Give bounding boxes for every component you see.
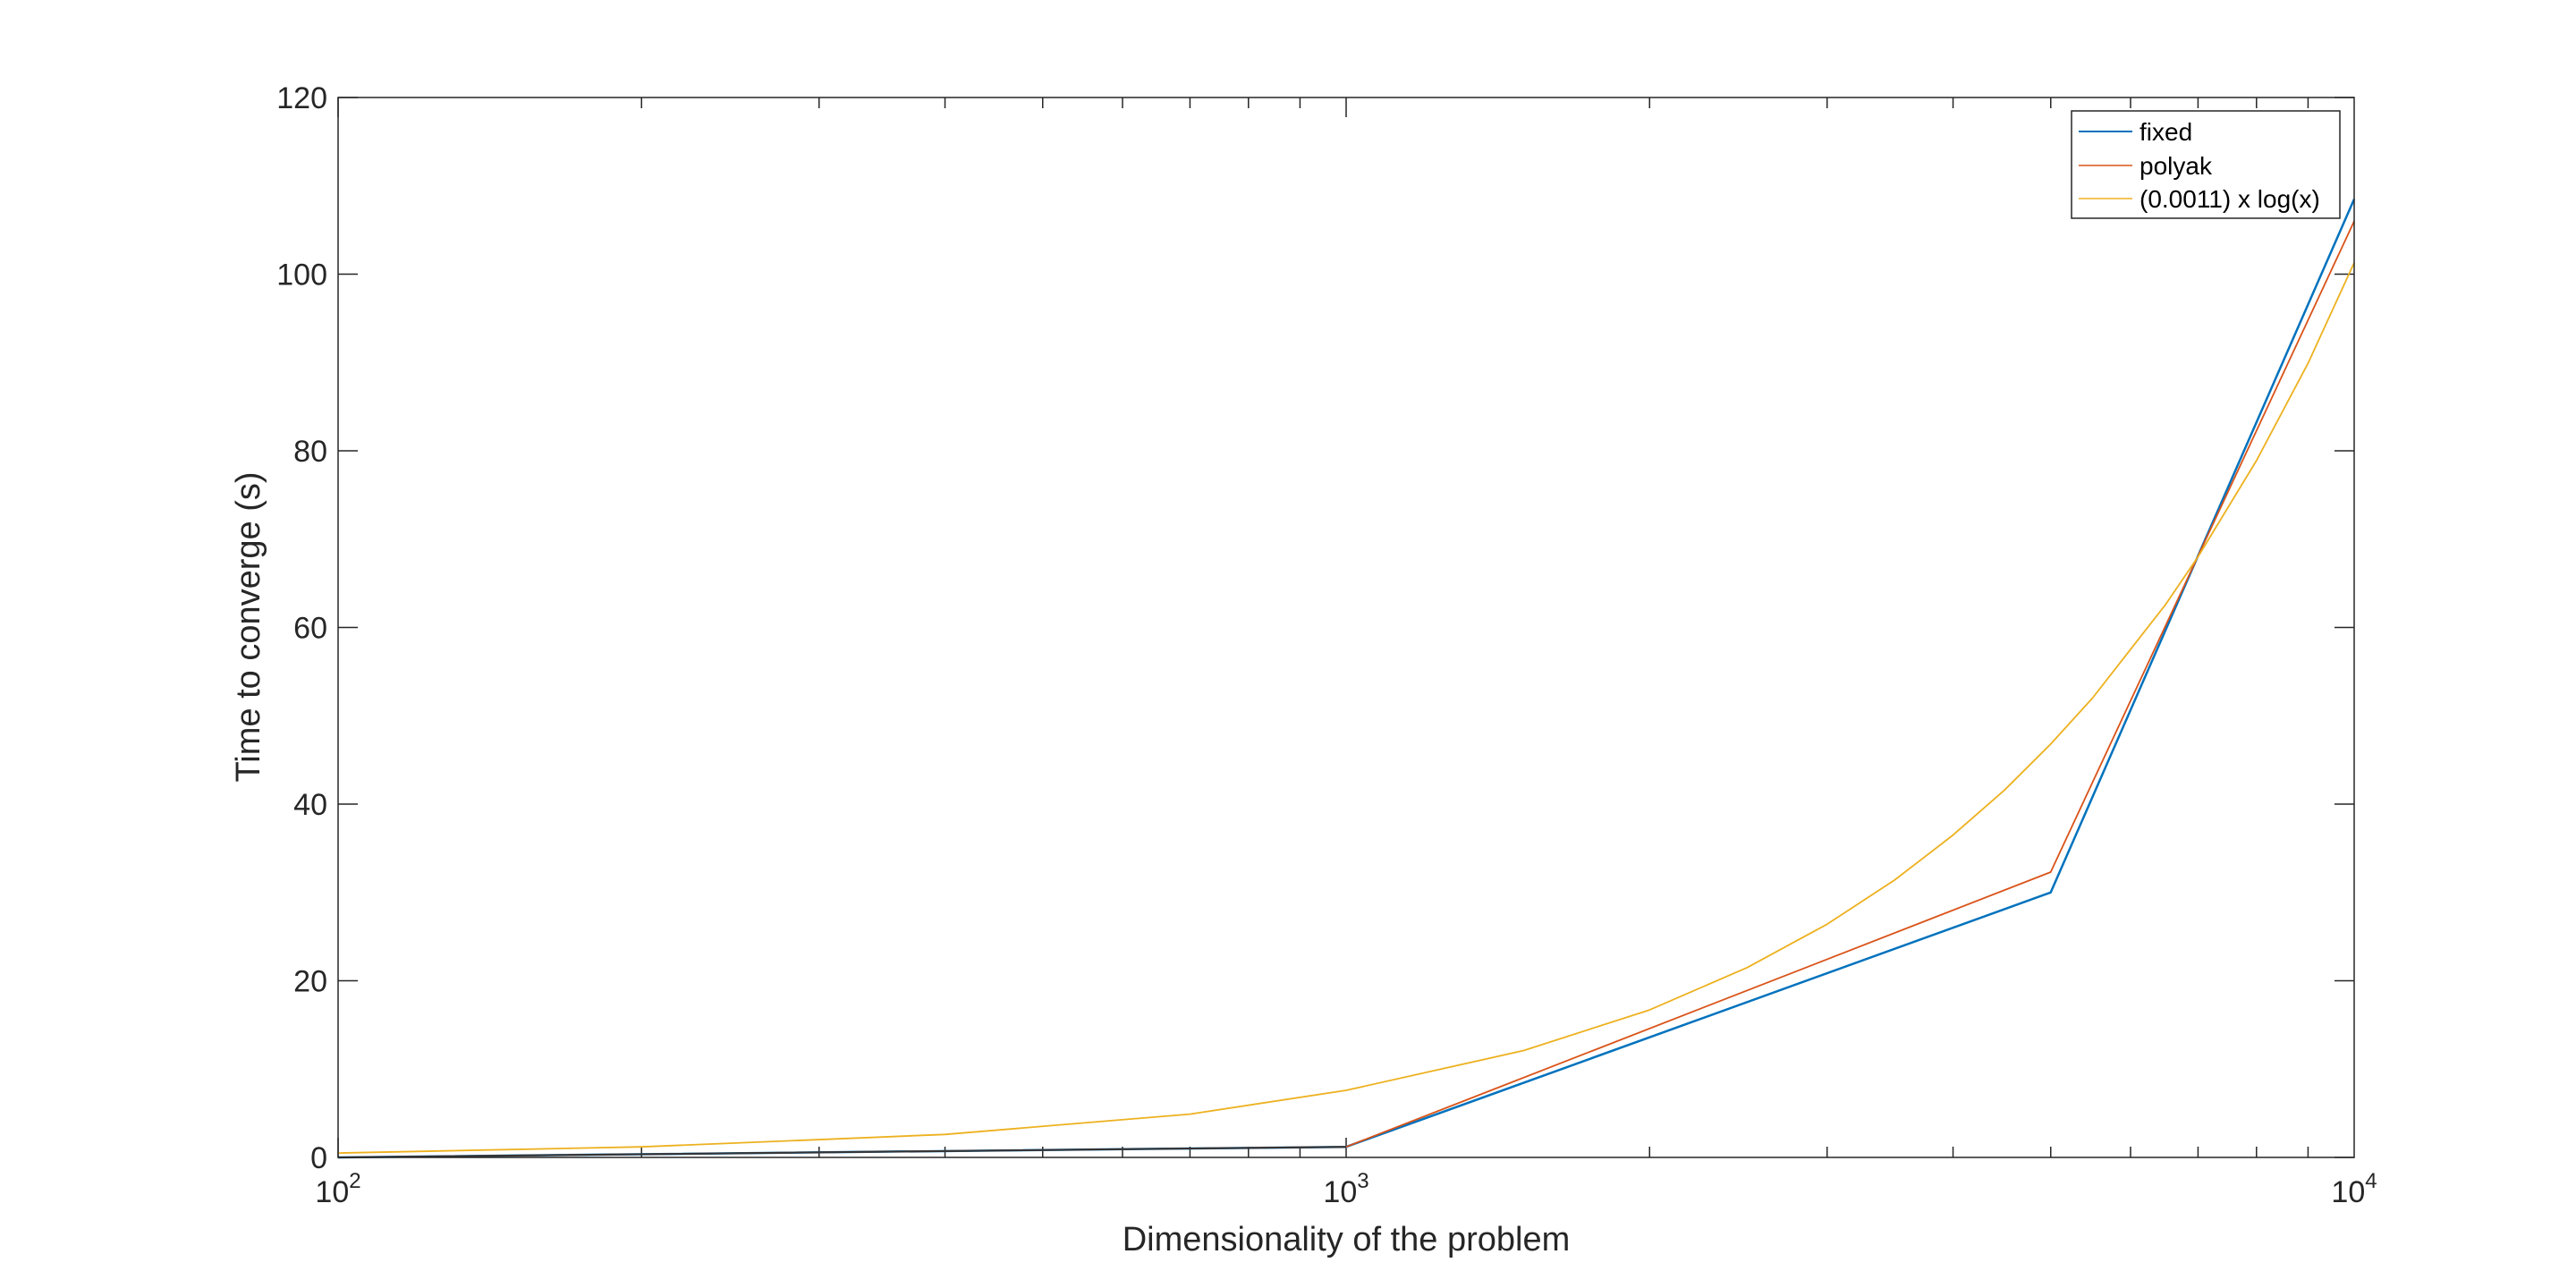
x-tick-label: 102 — [315, 1169, 360, 1209]
legend-label-polyak: polyak — [2140, 152, 2213, 180]
x-tick-label-base: 10 — [1323, 1175, 1357, 1209]
x-tick-label-base: 10 — [315, 1175, 349, 1209]
y-tick-label: 0 — [310, 1141, 327, 1175]
x-tick-label-exponent: 4 — [2365, 1169, 2377, 1193]
legend-label-reference: (0.0011) x log(x) — [2140, 185, 2320, 213]
x-tick-label-base: 10 — [2331, 1175, 2365, 1209]
series-line-reference — [337, 262, 2355, 1154]
y-tick-label: 80 — [293, 435, 327, 469]
x-tick-label: 104 — [2331, 1169, 2377, 1209]
series-lines — [337, 199, 2356, 1159]
series-overlap-segment — [337, 1146, 1347, 1158]
y-axis-label: Time to converge (s) — [230, 471, 267, 782]
x-tick-label: 103 — [1323, 1169, 1368, 1209]
x-axis-label: Dimensionality of the problem — [1123, 1221, 1571, 1258]
plot-area — [338, 97, 2354, 1157]
y-tick-label: 100 — [276, 258, 327, 292]
legend-label-fixed: fixed — [2140, 118, 2192, 146]
y-tick-label: 120 — [276, 81, 327, 115]
legend: fixed polyak (0.0011) x log(x) — [2071, 110, 2341, 219]
x-tick-label-exponent: 2 — [349, 1169, 360, 1193]
y-tick-label: 60 — [293, 612, 327, 646]
x-tick-labels: 102 103 104 — [315, 1169, 2377, 1209]
y-tick-label: 40 — [293, 788, 327, 822]
axes-box — [337, 97, 2355, 1158]
y-tick-label: 20 — [293, 965, 327, 999]
x-tick-label-exponent: 3 — [1357, 1169, 1368, 1193]
legend-box — [2071, 110, 2341, 219]
y-tick-labels: 0 20 40 60 80 100 120 — [276, 81, 327, 1175]
